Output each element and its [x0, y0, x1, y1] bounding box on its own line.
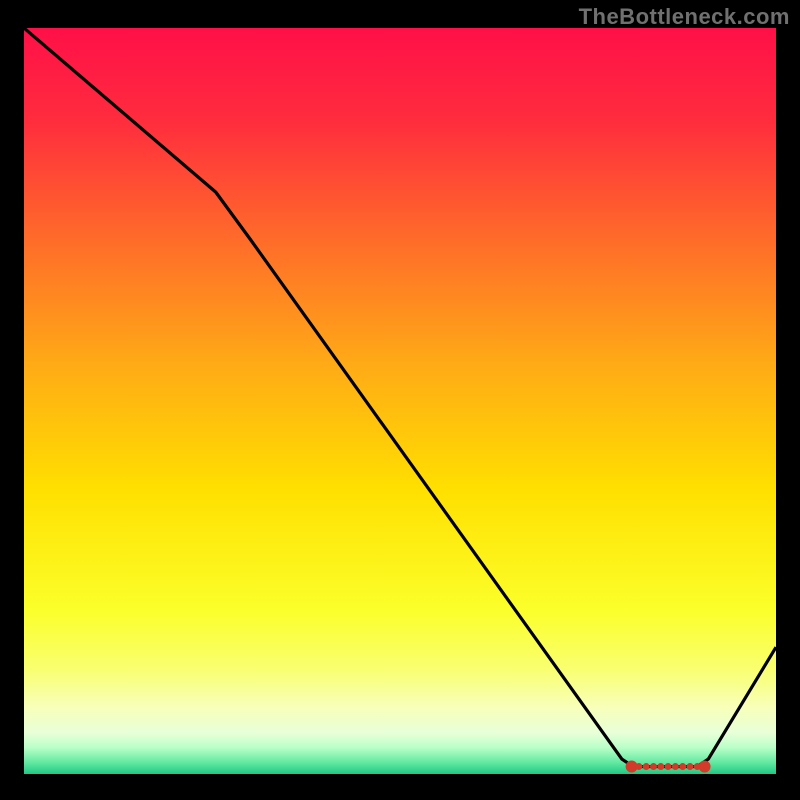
marker-dot	[665, 764, 671, 770]
chart-svg	[24, 28, 776, 774]
marker-dot	[687, 764, 693, 770]
marker-dot	[699, 761, 710, 772]
marker-dot	[643, 764, 649, 770]
marker-dot	[650, 764, 656, 770]
marker-dot	[672, 764, 678, 770]
marker-dot	[636, 764, 642, 770]
marker-dot	[658, 764, 664, 770]
chart-plot-area	[24, 28, 776, 774]
watermark-text: TheBottleneck.com	[579, 4, 790, 30]
marker-dot	[680, 764, 686, 770]
gradient-background	[24, 28, 776, 774]
